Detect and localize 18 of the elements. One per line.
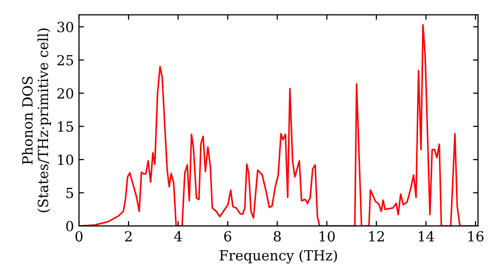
x-tick-label: 12 <box>369 231 384 242</box>
x-tick-label: 10 <box>320 231 335 242</box>
x-tick-label: 16 <box>468 231 484 242</box>
x-tick-label: 0 <box>75 231 82 242</box>
y-tick-label: 20 <box>57 88 74 99</box>
y-tick-label: 0 <box>66 220 74 232</box>
y-axis-title: Phonon DOS (States/THz·primitive cell) <box>22 28 51 212</box>
y-tick-label: 25 <box>57 54 74 66</box>
y-tick-label: 10 <box>58 154 74 166</box>
x-tick-label: 14 <box>418 231 434 242</box>
y-tick-label: 30 <box>58 22 74 32</box>
x-tick-label: 8 <box>274 231 281 242</box>
x-tick-label: 2 <box>125 231 132 242</box>
y-tick-label: 15 <box>58 121 74 132</box>
x-axis-title: Frequency (THz) <box>220 250 337 264</box>
x-tick-label: 6 <box>224 231 232 242</box>
y-tick-label: 5 <box>66 188 74 198</box>
x-tick-label: 4 <box>174 231 182 242</box>
